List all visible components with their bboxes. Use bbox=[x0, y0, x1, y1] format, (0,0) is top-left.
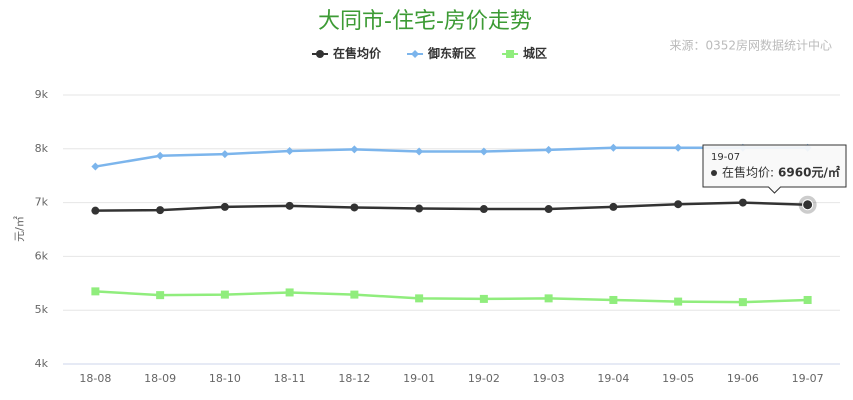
data-point bbox=[609, 295, 618, 304]
legend-marker bbox=[411, 50, 420, 58]
data-point bbox=[674, 297, 683, 306]
data-point bbox=[544, 294, 553, 303]
data-point bbox=[285, 201, 294, 210]
y-tick-label: 6k bbox=[35, 249, 49, 262]
x-tick-label: 18-08 bbox=[79, 372, 111, 385]
data-point bbox=[91, 162, 100, 171]
x-tick-label: 18-09 bbox=[144, 372, 176, 385]
x-tick-label: 18-11 bbox=[274, 372, 306, 385]
data-point bbox=[220, 290, 229, 299]
x-tick-label: 19-06 bbox=[727, 372, 759, 385]
data-point bbox=[220, 150, 229, 159]
data-point bbox=[415, 204, 424, 213]
y-axis-label: 元/㎡ bbox=[13, 216, 26, 242]
tooltip-value: 6960元/㎡ bbox=[778, 165, 840, 180]
data-point bbox=[609, 143, 618, 152]
data-point bbox=[220, 202, 229, 211]
data-point bbox=[350, 290, 359, 299]
data-point bbox=[350, 145, 359, 154]
data-point bbox=[285, 146, 294, 155]
x-tick-label: 19-07 bbox=[792, 372, 824, 385]
data-point bbox=[91, 206, 100, 215]
data-point bbox=[479, 294, 488, 303]
x-tick-label: 19-04 bbox=[597, 372, 629, 385]
data-point bbox=[674, 200, 683, 209]
x-tick-label: 19-01 bbox=[403, 372, 435, 385]
legend-marker bbox=[316, 50, 324, 58]
x-tick-label: 19-05 bbox=[662, 372, 694, 385]
tooltip-label: 在售均价: bbox=[722, 165, 774, 180]
data-point bbox=[156, 291, 165, 300]
data-point bbox=[544, 205, 553, 214]
legend-label: 在售均价 bbox=[333, 46, 382, 61]
hover-point bbox=[802, 199, 814, 211]
data-point bbox=[674, 143, 683, 152]
data-point bbox=[156, 206, 165, 215]
y-tick-label: 7k bbox=[35, 196, 49, 209]
data-point bbox=[738, 198, 747, 207]
data-point bbox=[91, 287, 100, 296]
data-point bbox=[285, 288, 294, 297]
data-point bbox=[609, 202, 618, 211]
legend-label: 御东新区 bbox=[427, 46, 476, 61]
y-tick-label: 5k bbox=[35, 303, 49, 316]
source: 来源：0352房网数据统计中心 bbox=[669, 38, 832, 53]
series-line bbox=[95, 146, 808, 168]
data-point bbox=[479, 205, 488, 214]
x-tick-label: 18-12 bbox=[338, 372, 370, 385]
data-point bbox=[479, 147, 488, 156]
data-point bbox=[803, 295, 812, 304]
y-tick-label: 4k bbox=[35, 357, 49, 370]
data-point bbox=[544, 145, 553, 154]
y-tick-label: 9k bbox=[35, 88, 49, 101]
chart-title: 大同市-住宅-房价走势 bbox=[318, 9, 532, 34]
x-tick-label: 19-03 bbox=[533, 372, 565, 385]
data-point bbox=[156, 151, 165, 160]
series-line bbox=[95, 290, 808, 304]
data-point bbox=[415, 147, 424, 156]
tooltip-box bbox=[702, 144, 847, 194]
tooltip-title: 19-07 bbox=[711, 152, 740, 163]
data-point bbox=[350, 203, 359, 212]
series-line bbox=[95, 201, 808, 212]
legend-label: 城区 bbox=[523, 46, 547, 61]
tooltip-dot bbox=[711, 170, 717, 176]
data-point bbox=[415, 294, 424, 303]
data-point bbox=[738, 298, 747, 307]
y-tick-label: 8k bbox=[35, 142, 49, 155]
legend-marker bbox=[506, 50, 515, 58]
x-tick-label: 18-10 bbox=[209, 372, 241, 385]
x-tick-label: 19-02 bbox=[468, 372, 500, 385]
